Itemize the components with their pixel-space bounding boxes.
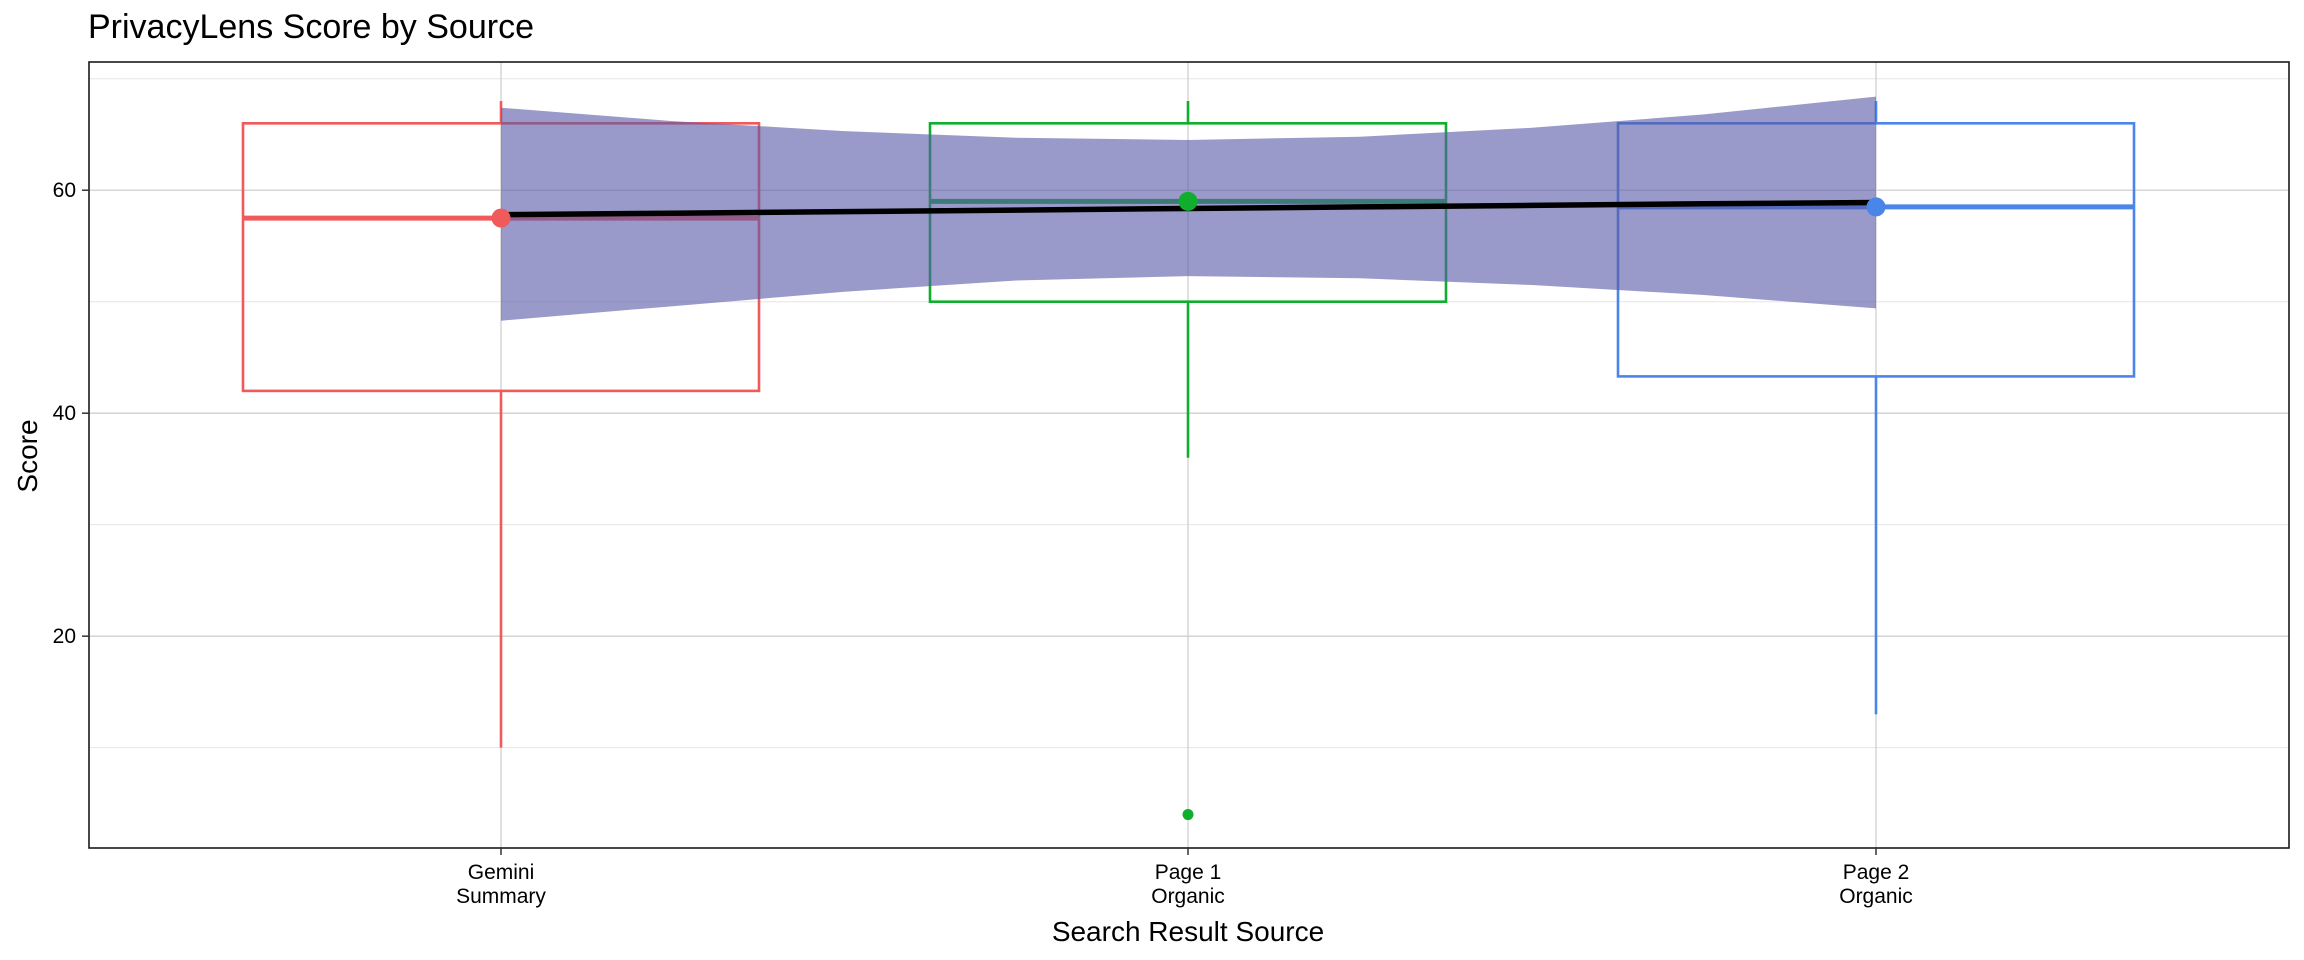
y-axis-title: Score [12,419,43,492]
box-outlier-point [1182,809,1194,821]
chart-title: PrivacyLens Score by Source [88,8,534,46]
x-tick-label-line: Organic [1839,885,1913,908]
y-tick-label: 40 [53,402,76,425]
x-axis-title: Search Result Source [1052,916,1324,947]
mean-point [1178,191,1198,211]
plot-panel-border [88,61,2290,849]
x-tick-label: Page 1 Organic [1151,861,1225,908]
mean-point [1866,197,1886,217]
x-tick-label-line: Page 2 [1843,861,1910,884]
x-tick-label: Gemini Summary [456,861,546,908]
x-tick-label-line: Summary [456,885,546,908]
mean-point [491,208,511,228]
x-tick-label-line: Gemini [468,861,535,884]
x-tick-label-line: Organic [1151,885,1225,908]
x-tick-label: Page 2 Organic [1839,861,1913,908]
y-tick-label: 20 [53,625,76,648]
x-tick-label-line: Page 1 [1155,861,1222,884]
y-tick-label: 60 [53,179,76,202]
mean-points-layer [491,191,1886,228]
